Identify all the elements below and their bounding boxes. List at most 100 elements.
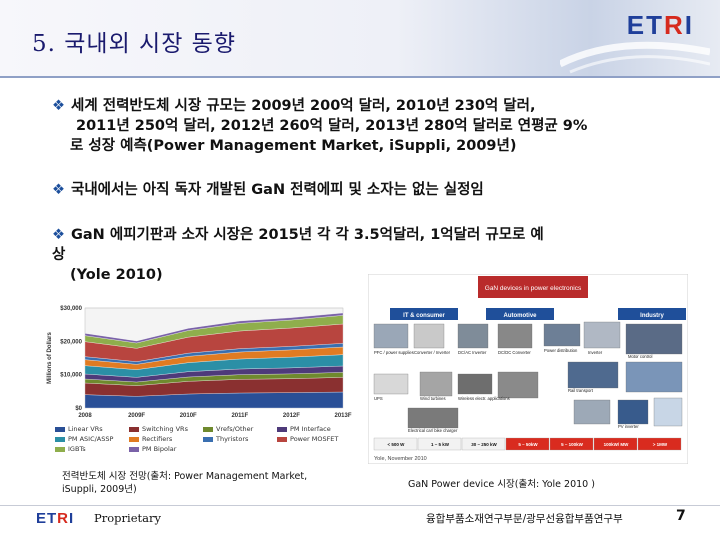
legend-swatch [277,426,287,432]
scale-segment [549,437,594,451]
footer-etri-logo: ETRI [36,510,75,527]
device-image [413,323,445,349]
legend-label: Switching VRs [142,425,188,433]
diagram-item-label: Motor control [628,354,653,359]
scale-segment [593,437,638,451]
footer-divider [0,505,720,506]
scale-label: 100kW/ MW [604,442,630,447]
x-tick-label: 2012F [283,413,300,419]
scale-label: < 500 W [388,442,406,447]
scale-label: > 1MW [653,442,668,447]
legend-item: Switching VRs [129,425,197,433]
legend-item: PM Bipolar [129,445,197,453]
scale-segment [373,437,418,451]
footer-proprietary: Proprietary [94,511,161,525]
diagram-item-label: Electrical car/ bike charger [408,428,458,433]
y-tick-label: $20,000 [60,339,82,345]
diagram-category-box [486,308,554,320]
legend-swatch [129,446,139,452]
chart-caption: 전력반도체 시장 전망(출처: Power Management Market,… [62,471,308,495]
device-image [625,361,683,393]
header-swoosh-graphic [560,41,710,74]
legend-item: Linear VRs [55,425,123,433]
gan-devices-diagram: GaN devices in power electronics IT & co… [368,274,688,464]
legend-label: PM Interface [290,425,331,433]
device-image [583,321,621,349]
legend-label: PM Bipolar [142,445,177,453]
legend-item: Thyristors [203,435,271,443]
device-image [407,407,459,429]
device-image [457,373,493,395]
chart-legend: Linear VRs Switching VRs Vrefs/Other PM Int… [55,425,355,455]
diagram-item-label: PV inverter [618,424,639,429]
legend-label: Thyristors [216,435,249,443]
diagram-item-label: DC/AC Inverter [458,350,487,355]
device-image [625,323,683,355]
legend-swatch [203,426,213,432]
legend-item: Rectifiers [129,435,197,443]
device-image [457,323,489,349]
diagram-item-label: Wind turbines [420,396,446,401]
legend-item: Vrefs/Other [203,425,271,433]
y-tick-label: $0 [75,406,82,412]
device-image [497,323,533,349]
diagram-item-label: DC/DC Converter [498,350,531,355]
legend-swatch [129,436,139,442]
device-image [497,371,539,399]
legend-label: Power MOSFET [290,435,339,443]
scale-segment [505,437,550,451]
legend-swatch [203,436,213,442]
scale-label: 5 – 100kW [561,442,584,447]
legend-item: PM ASIC/ASSP [55,435,123,443]
diagram-category-label: Automotive [504,313,538,319]
bullet-3: ❖ GaN 에피기판과 소자 시장은 2015년 각 각 3.5억달러, 1억달러… [52,227,544,283]
scale-segment [461,437,506,451]
legend-label: Vrefs/Other [216,425,254,433]
diagram-item-label: Wireless electr. applications [458,396,510,401]
bullet-1: ❖ 세계 전력반도체 시장 규모는 2009년 200억 달러, 2010년 23… [52,98,588,154]
diagram-item-label: Inverter [588,350,603,355]
diamond-bullet-icon: ❖ [52,182,65,198]
x-tick-label: 2008 [78,413,92,419]
device-image [543,323,581,347]
device-image [617,399,649,425]
footer-department: 융합부품소재연구부문/광무선융합부품연구부 [426,513,623,525]
scale-label: 30 – 250 kW [471,442,497,447]
legend-item: Power MOSFET [277,435,345,443]
legend-label: PM ASIC/ASSP [68,435,114,443]
scale-segment [637,437,682,451]
scale-label: 1 – 5 kW [431,442,450,447]
legend-swatch [129,426,139,432]
legend-item: PM Interface [277,425,345,433]
diagram-item-label: UPS [374,396,383,401]
page-number: 7 [676,508,686,524]
diagram-item-label: Rail transport [568,388,594,393]
legend-swatch [277,436,287,442]
bullet-2: ❖ 국내에서는 아직 독자 개발된 GaN 전력에피 및 소자는 없는 실정임 [52,182,484,198]
diagram-category-label: IT & consumer [403,313,445,319]
diagram-item-label: PFC / power supplies [374,350,414,355]
device-image [567,361,619,389]
diagram-caption: GaN Power device 시장(출처: Yole 2010 ) [408,479,595,490]
power-market-area-chart: $30,000 $20,000 $10,000 $0 Millions of Dolla… [47,306,352,419]
diagram-source: Yole, November 2010 [374,456,427,462]
scale-label: 5 – 50kW [518,442,538,447]
slide-title: 5. 국내외 시장 동향 [32,31,236,57]
device-image [373,323,409,349]
x-tick-label: 2010F [180,413,197,419]
y-tick-label: $10,000 [60,373,82,379]
diamond-bullet-icon: ❖ [52,227,65,243]
legend-swatch [55,446,65,452]
device-image [419,371,453,397]
device-image [653,397,683,427]
header-divider [0,76,720,78]
legend-swatch [55,426,65,432]
diagram-category-box [618,308,686,320]
area-series-pm-bipolar [84,312,344,344]
legend-label: Rectifiers [142,435,173,443]
x-tick-label: 2009F [128,413,145,419]
legend-label: Linear VRs [68,425,103,433]
scale-segment [417,437,462,451]
diagram-title: GaN devices in power electronics [485,285,582,292]
legend-swatch [55,436,65,442]
